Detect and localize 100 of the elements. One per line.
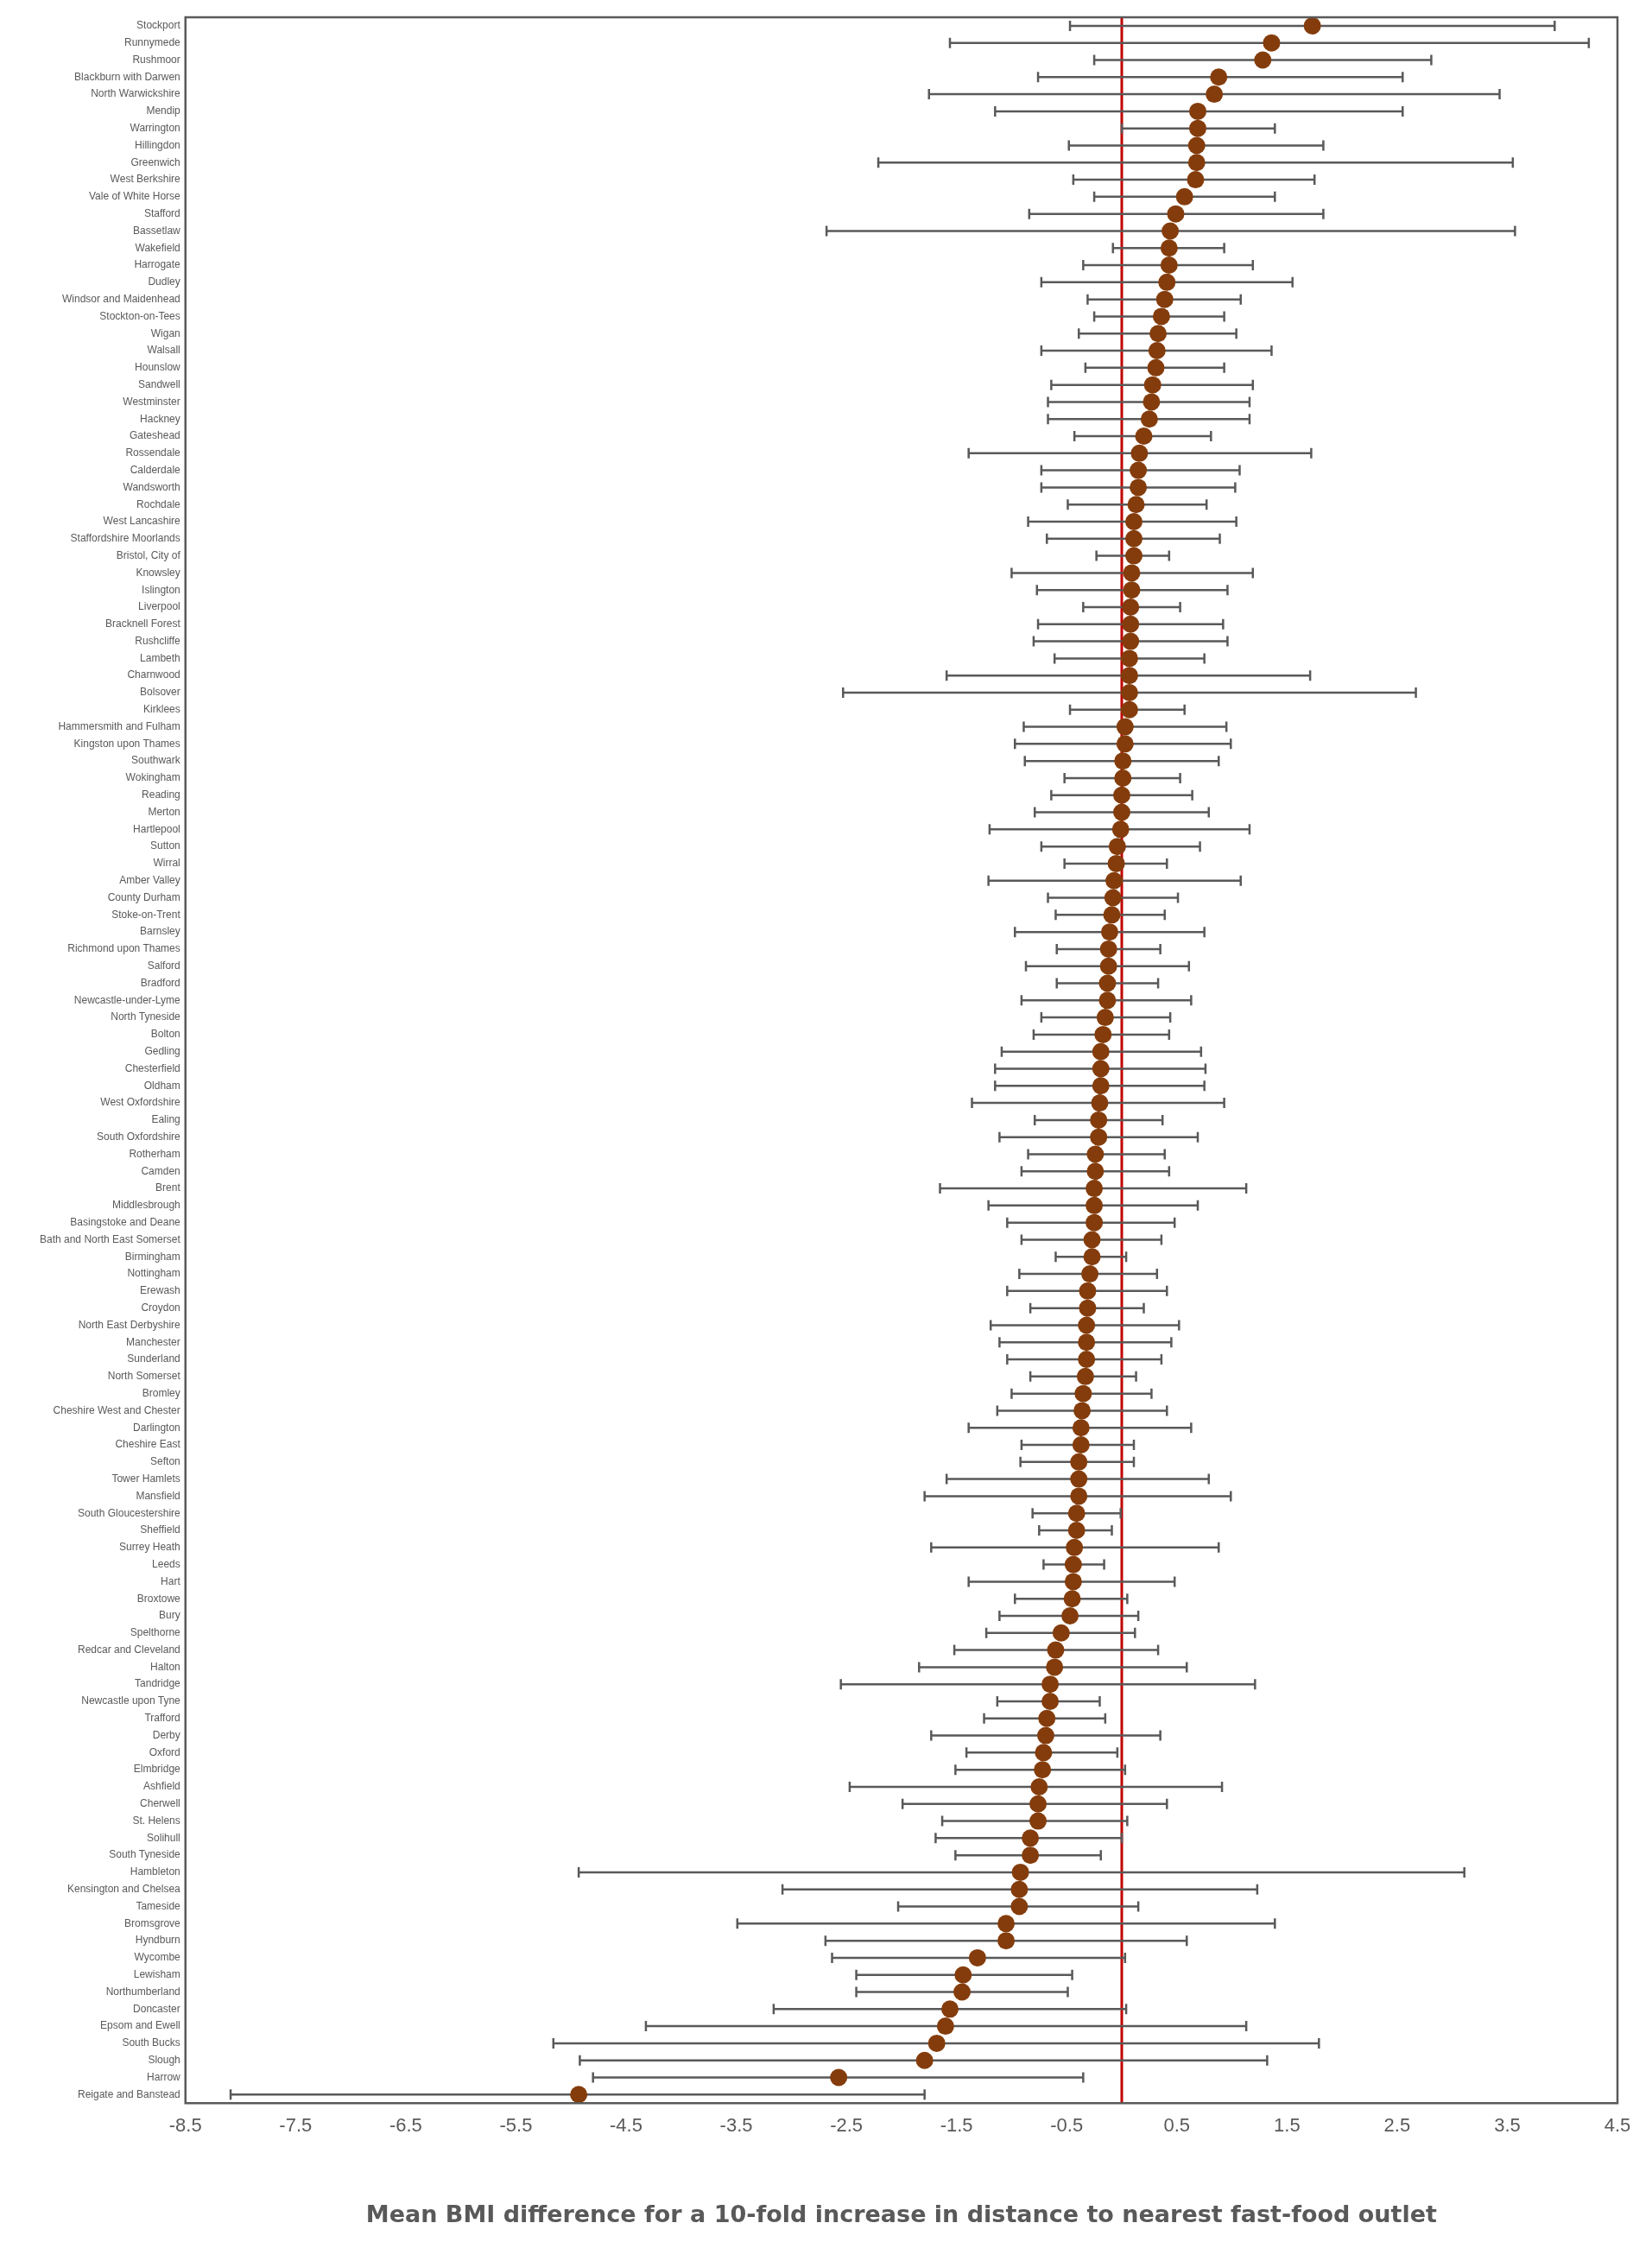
y-tick-label: Charnwood: [127, 668, 180, 681]
x-tick-label: 3.5: [1494, 2114, 1521, 2137]
y-tick-label: Ashfield: [143, 1780, 180, 1793]
y-tick-label: Basingstoke and Deane: [70, 1215, 181, 1228]
y-tick-label: Wokingham: [125, 771, 180, 784]
x-tick-label: -7.5: [279, 2114, 313, 2137]
y-tick-label: Calderdale: [130, 463, 181, 476]
y-tick-label: Mendip: [146, 104, 181, 117]
y-tick-label: Sefton: [150, 1455, 180, 1468]
y-tick-label: Stoke-on-Trent: [111, 908, 181, 921]
y-tick-label: County Durham: [107, 890, 180, 903]
y-tick-label: Greenwich: [130, 155, 180, 168]
x-tick-label: 4.5: [1604, 2114, 1631, 2137]
y-tick-label: Oldham: [143, 1079, 180, 1092]
y-tick-label: Mansfield: [136, 1489, 180, 1502]
y-tick-label: Erewash: [140, 1284, 180, 1297]
y-tick-label: Tameside: [136, 1899, 181, 1912]
y-tick-label: Dudley: [148, 276, 180, 288]
y-tick-label: Wakefield: [135, 241, 180, 254]
y-tick-label: Birmingham: [124, 1250, 180, 1263]
y-tick-label: Richmond upon Thames: [67, 942, 180, 955]
y-tick-label: Rushmoor: [132, 53, 180, 66]
y-tick-label: Darlington: [133, 1421, 180, 1434]
y-tick-label: Hillingdon: [135, 138, 180, 151]
y-tick-label: Halton: [150, 1660, 180, 1673]
x-tick-label: -4.5: [610, 2114, 642, 2137]
y-tick-label: Doncaster: [133, 2002, 180, 2015]
y-tick-label: Rotherham: [129, 1147, 180, 1160]
y-tick-label: Bolsover: [140, 686, 180, 699]
y-tick-label: Slough: [148, 2054, 180, 2067]
y-tick-label: Barnsley: [140, 925, 180, 938]
y-tick-label: Newcastle upon Tyne: [81, 1694, 181, 1707]
y-tick-label: South Tyneside: [109, 1848, 181, 1861]
y-tick-label: West Oxfordshire: [100, 1096, 181, 1109]
y-tick-label: Wigan: [150, 326, 180, 339]
y-tick-label: Harrow: [147, 2070, 181, 2083]
y-tick-label: Kingston upon Thames: [73, 737, 180, 750]
y-tick-label: Staffordshire Moorlands: [70, 532, 180, 545]
y-tick-label: Southwark: [131, 754, 181, 767]
y-tick-label: North Warwickshire: [91, 87, 181, 100]
y-tick-label: Sheffield: [140, 1523, 180, 1536]
y-tick-label: Tower Hamlets: [111, 1472, 180, 1485]
x-tick-label: -5.5: [499, 2114, 533, 2137]
y-tick-label: Hambleton: [130, 1865, 180, 1878]
y-tick-label: Cheshire West and Chester: [53, 1403, 180, 1416]
y-tick-label: Chesterfield: [124, 1061, 180, 1074]
y-tick-label: Bracknell Forest: [105, 618, 181, 630]
x-tick-label: -8.5: [168, 2114, 202, 2137]
y-tick-label: Spelthorne: [130, 1626, 181, 1639]
x-tick-label: -0.5: [1050, 2114, 1084, 2137]
y-tick-label: Northumberland: [105, 1985, 180, 1998]
y-tick-label: Bromsgrove: [124, 1916, 181, 1929]
y-tick-label: Hammersmith and Fulham: [58, 719, 180, 732]
y-tick-label: West Lancashire: [103, 515, 181, 528]
y-tick-label: Salford: [147, 960, 180, 972]
y-tick-label: Oxford: [149, 1745, 180, 1758]
y-tick-label: Sandwell: [138, 377, 180, 390]
y-tick-label: Stockport: [136, 19, 181, 32]
y-tick-label: Merton: [148, 805, 180, 818]
y-tick-label: Knowsley: [136, 566, 180, 579]
y-tick-label: North Somerset: [107, 1370, 181, 1383]
y-tick-label: Cheshire East: [115, 1438, 181, 1451]
y-tick-label: South Oxfordshire: [97, 1130, 181, 1143]
y-tick-label: Kirklees: [143, 703, 180, 716]
y-tick-label: Blackburn with Darwen: [74, 70, 180, 83]
y-tick-label: Hounslow: [135, 361, 181, 374]
y-tick-label: Croydon: [141, 1301, 180, 1314]
y-tick-label: Ealing: [151, 1113, 180, 1126]
y-tick-label: Amber Valley: [119, 874, 180, 887]
y-tick-label: Warrington: [130, 121, 180, 134]
y-tick-label: St. Helens: [132, 1814, 180, 1827]
y-tick-label: Sunderland: [127, 1352, 180, 1365]
y-tick-label: Islington: [142, 583, 180, 596]
y-tick-label: Cherwell: [140, 1797, 180, 1810]
y-tick-label: Bristol, City of: [116, 548, 181, 561]
x-tick-label: -3.5: [719, 2114, 753, 2137]
y-tick-label: North East Derbyshire: [78, 1318, 181, 1331]
x-tick-label: -2.5: [830, 2114, 864, 2137]
y-tick-label: Camden: [141, 1164, 180, 1177]
y-tick-label: Surrey Heath: [119, 1541, 180, 1554]
y-tick-label: Derby: [152, 1728, 180, 1741]
x-tick-label: 0.5: [1163, 2114, 1191, 2137]
y-tick-label: Epsom and Ewell: [100, 2019, 180, 2032]
y-tick-label: Runnymede: [124, 36, 181, 49]
x-tick-label: 2.5: [1383, 2114, 1411, 2137]
y-tick-label: Stockton-on-Tees: [99, 309, 180, 322]
y-tick-label: Tandridge: [135, 1677, 181, 1690]
y-tick-label: Sutton: [150, 839, 180, 852]
y-tick-label: Wandsworth: [123, 480, 180, 493]
y-tick-label: Harrogate: [134, 258, 181, 271]
y-tick-label: Walsall: [147, 344, 180, 357]
x-tick-label: -6.5: [389, 2114, 422, 2137]
y-tick-label: Broxtowe: [136, 1592, 181, 1605]
y-tick-label: Elmbridge: [133, 1763, 181, 1776]
y-tick-label: Rushcliffe: [135, 634, 181, 647]
y-tick-label: Solihull: [147, 1831, 180, 1844]
y-tick-label: Brent: [155, 1181, 181, 1194]
y-tick-label: Bromley: [142, 1386, 180, 1399]
y-tick-label: Lewisham: [133, 1968, 180, 1981]
y-tick-label: Trafford: [144, 1712, 180, 1725]
